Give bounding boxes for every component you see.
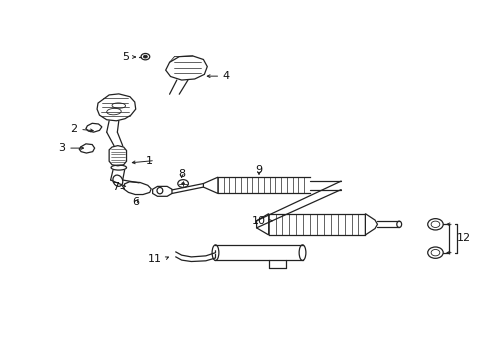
Circle shape — [143, 55, 147, 58]
Text: 1: 1 — [145, 156, 152, 166]
Text: 8: 8 — [178, 169, 185, 179]
Text: 7: 7 — [111, 182, 119, 192]
Circle shape — [181, 183, 184, 185]
Text: 3: 3 — [59, 143, 65, 153]
Text: 2: 2 — [70, 124, 78, 134]
Text: 10: 10 — [252, 216, 265, 226]
Text: 12: 12 — [456, 234, 470, 243]
Text: 6: 6 — [132, 197, 139, 207]
Text: 5: 5 — [122, 52, 129, 62]
Text: 9: 9 — [255, 166, 262, 175]
Text: 4: 4 — [223, 71, 229, 81]
Text: 11: 11 — [148, 254, 162, 264]
